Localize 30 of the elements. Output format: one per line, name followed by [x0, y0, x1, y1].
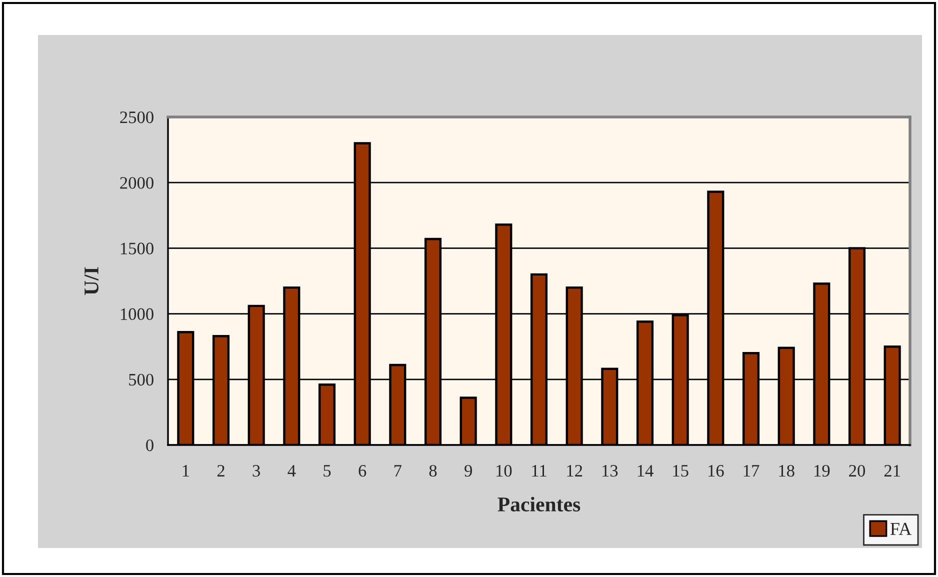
- y-tick-label: 0: [146, 439, 154, 452]
- x-tick-label: 6: [358, 464, 366, 477]
- y-tick-label: 2000: [120, 177, 154, 189]
- x-tick-label: 3: [252, 464, 260, 477]
- x-tick-label: 16: [708, 464, 724, 477]
- y-tick-label: 500: [129, 374, 154, 386]
- x-tick-label: 12: [567, 464, 582, 476]
- x-tick-label: 15: [673, 465, 688, 477]
- x-tick-label: 4: [288, 465, 296, 476]
- y-tick-label: 1500: [120, 242, 154, 254]
- x-tick-label: 14: [638, 465, 654, 476]
- y-axis-title: U/I: [84, 267, 98, 295]
- x-tick-label: 17: [744, 465, 760, 476]
- x-tick-label: 13: [602, 464, 618, 477]
- x-tick-label: 8: [429, 464, 437, 477]
- x-tick-label: 7: [394, 465, 402, 476]
- x-tick-label: 19: [814, 464, 830, 477]
- y-tick-label: 2500: [120, 111, 154, 124]
- y-tick-label: 1000: [120, 308, 154, 320]
- x-tick-label: 1: [182, 465, 189, 476]
- x-tick-label: 2: [217, 464, 224, 476]
- legend-label: FA: [890, 522, 912, 535]
- x-tick-label: 20: [849, 464, 866, 477]
- x-tick-label: 9: [464, 464, 472, 477]
- x-tick-label: 10: [496, 464, 512, 477]
- x-tick-label: 11: [532, 465, 546, 476]
- x-tick-label: 5: [324, 465, 331, 477]
- x-tick-label: 18: [779, 464, 794, 477]
- x-tick-label: 21: [884, 464, 900, 476]
- x-axis-title: Pacientes: [498, 496, 580, 512]
